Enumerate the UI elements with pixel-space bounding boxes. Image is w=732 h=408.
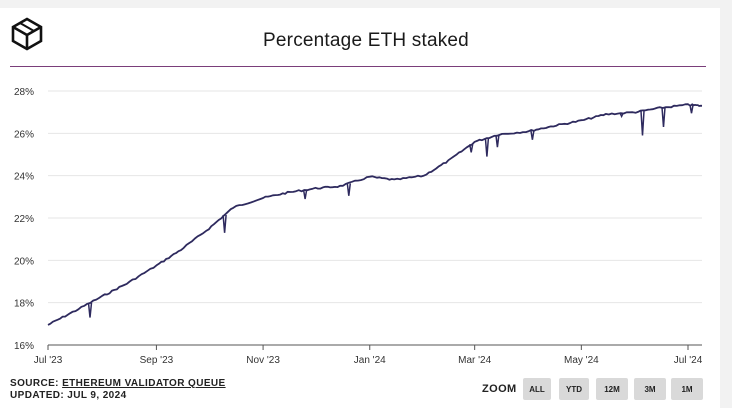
y-tick-label: 18% [14,299,34,310]
source-line: SOURCE: ETHEREUM VALIDATOR QUEUE [10,378,226,389]
x-tick-label: Jul '24 [674,355,703,366]
series-dip [495,134,500,148]
series-dip [640,110,645,136]
zoom-all-button[interactable]: ALL [523,378,551,400]
y-tick-label: 24% [14,172,34,183]
series-dip [346,183,352,196]
y-tick-label: 26% [14,129,34,140]
series-dip [87,302,93,318]
y-tick-label: 28% [14,87,34,98]
x-tick-label: Jan '24 [354,355,386,366]
title-divider [10,66,706,67]
series-dip [484,138,490,157]
source-prefix: SOURCE: [10,378,63,389]
chart-card [0,8,720,408]
series-dip [619,112,624,119]
cube-logo-icon[interactable] [10,17,44,51]
y-tick-label: 20% [14,256,34,267]
updated-date: UPDATED: JUL 9, 2024 [10,390,127,401]
series-dip [468,144,474,153]
series-dip [689,104,694,114]
series-dip [530,130,535,140]
y-tick-label: 22% [14,214,34,225]
x-tick-label: Jul '23 [34,355,63,366]
series-dip [661,107,666,128]
x-tick-label: Nov '23 [246,355,280,366]
y-tick-label: 16% [14,341,34,352]
zoom-3m-button[interactable]: 3M [634,378,666,400]
series-dip [222,214,227,233]
zoom-label: ZOOM [482,383,517,395]
zoom-1m-button[interactable]: 1M [671,378,703,400]
zoom-ytd-button[interactable]: YTD [559,378,589,400]
x-tick-label: Sep '23 [140,355,174,366]
x-tick-label: May '24 [564,355,599,366]
series-dip [302,189,308,200]
source-link[interactable]: ETHEREUM VALIDATOR QUEUE [62,378,226,389]
series-line [47,103,703,326]
zoom-12m-button[interactable]: 12M [596,378,628,400]
x-tick-label: Mar '24 [458,355,491,366]
page-title: Percentage ETH staked [263,30,469,51]
